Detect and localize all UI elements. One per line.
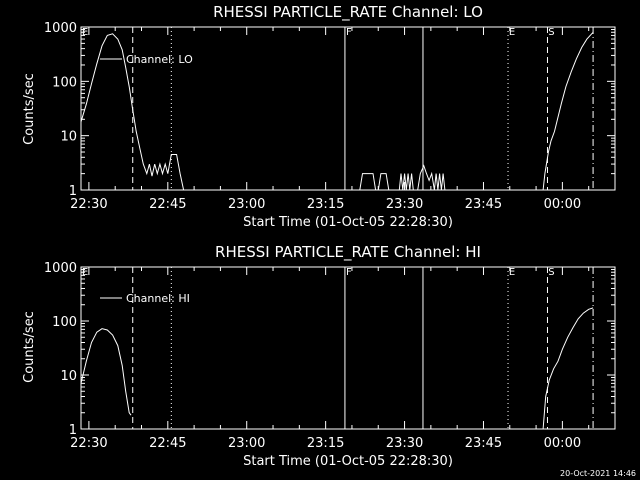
x-tick-label: 23:45 <box>465 436 502 451</box>
x-tick-label: 23:30 <box>386 436 423 451</box>
plot-area-hi: 1 10 100 1000 22:30 22:45 23:00 23:15 23:30 23:45… <box>44 261 616 451</box>
x-tick-label: 22:45 <box>149 436 186 451</box>
x-tick-label: 22:30 <box>70 436 107 451</box>
flag-letter: E <box>82 27 88 38</box>
y-tick-label: 10 <box>60 130 77 145</box>
x-tick-label: 23:00 <box>228 436 265 451</box>
flag-letter: S <box>548 267 554 278</box>
y-axis-label: Counts/sec <box>22 73 37 145</box>
flag-letter: F <box>346 27 352 38</box>
x-tick-label: 23:30 <box>386 197 423 212</box>
plot-area-lo: 1 10 100 1000 22:30 22:45 23:00 23:15 23:30 23:45… <box>44 21 616 212</box>
y-tick-label: 1 <box>69 423 77 438</box>
series-line-lo <box>80 33 185 191</box>
y-tick-label: 100 <box>52 315 77 330</box>
plot-frame <box>80 26 616 191</box>
chart-title: RHESSI PARTICLE_RATE Channel: HI <box>215 243 481 262</box>
x-tick-label: 23:45 <box>465 197 502 212</box>
chart-panel-lo: RHESSI PARTICLE_RATE Channel: LO Start T… <box>22 3 483 230</box>
y-tick-label: 1000 <box>44 261 77 276</box>
x-tick-label: 23:15 <box>307 197 344 212</box>
x-axis-label: Start Time (01-Oct-05 22:28:30) <box>243 215 453 230</box>
chart-panel-hi: RHESSI PARTICLE_RATE Channel: HI Start T… <box>22 243 481 469</box>
y-axis-label: Counts/sec <box>22 311 37 383</box>
flag-letter: F <box>346 267 352 278</box>
chart-title: RHESSI PARTICLE_RATE Channel: LO <box>213 3 483 22</box>
series-line-lo <box>359 173 390 191</box>
legend-label: Channel: HI <box>126 292 190 305</box>
y-tick-label: 1000 <box>44 21 77 36</box>
series-line-hi <box>542 307 594 430</box>
y-tick-label: 100 <box>52 75 77 90</box>
flag-letter: E <box>509 27 515 38</box>
x-tick-label: 23:00 <box>228 197 265 212</box>
plot-frame <box>80 266 616 430</box>
y-tick-label: 10 <box>60 369 77 384</box>
x-tick-label: 22:30 <box>70 197 107 212</box>
legend-label: Channel: LO <box>126 53 193 66</box>
x-tick-label: 00:00 <box>544 197 581 212</box>
series-line-lo <box>398 164 446 191</box>
series-line-lo <box>542 31 594 191</box>
flag-letter: E <box>82 267 88 278</box>
x-axis-label: Start Time (01-Oct-05 22:28:30) <box>243 454 453 469</box>
x-tick-label: 00:00 <box>544 436 581 451</box>
x-tick-label: 22:45 <box>149 197 186 212</box>
flag-letter: S <box>548 27 554 38</box>
y-tick-label: 1 <box>69 184 77 199</box>
footer-timestamp: 20-Oct-2021 14:46 <box>560 469 636 478</box>
x-tick-label: 23:15 <box>307 436 344 451</box>
series-line-hi <box>80 328 132 416</box>
flag-letter: E <box>509 267 515 278</box>
